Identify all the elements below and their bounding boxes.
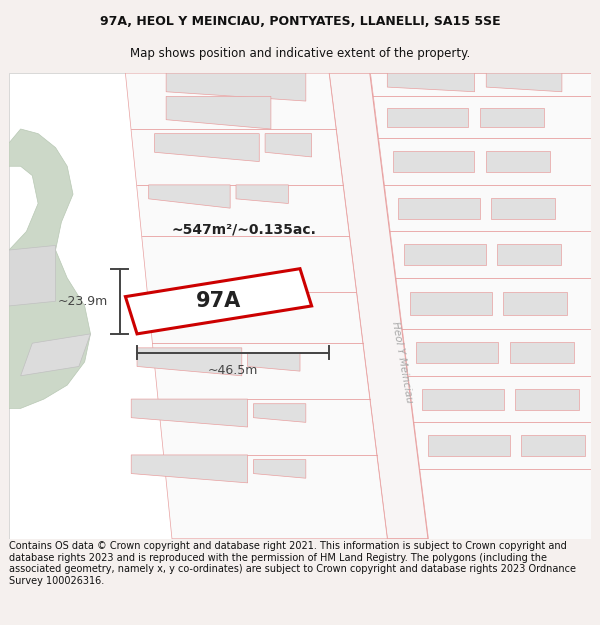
Text: Heol Y Meinciau: Heol Y Meinciau: [390, 320, 414, 403]
Polygon shape: [404, 244, 485, 265]
Polygon shape: [485, 151, 550, 172]
Polygon shape: [329, 73, 428, 539]
Polygon shape: [410, 292, 492, 315]
Polygon shape: [265, 134, 311, 157]
Text: 97A: 97A: [196, 291, 241, 311]
Polygon shape: [370, 73, 591, 539]
Polygon shape: [253, 459, 306, 478]
Polygon shape: [480, 108, 544, 127]
Polygon shape: [509, 342, 574, 363]
Polygon shape: [137, 348, 242, 376]
Text: ~23.9m: ~23.9m: [58, 295, 108, 308]
Polygon shape: [503, 292, 568, 315]
Polygon shape: [236, 185, 289, 204]
Polygon shape: [428, 435, 509, 456]
Polygon shape: [125, 73, 388, 539]
Text: 97A, HEOL Y MEINCIAU, PONTYATES, LLANELLI, SA15 5SE: 97A, HEOL Y MEINCIAU, PONTYATES, LLANELL…: [100, 15, 500, 28]
Polygon shape: [491, 198, 556, 219]
Polygon shape: [155, 134, 259, 162]
Text: ~46.5m: ~46.5m: [208, 364, 258, 377]
Polygon shape: [131, 399, 248, 427]
Polygon shape: [9, 246, 56, 306]
Text: Contains OS data © Crown copyright and database right 2021. This information is : Contains OS data © Crown copyright and d…: [9, 541, 576, 586]
Polygon shape: [422, 389, 504, 409]
Text: Map shows position and indicative extent of the property.: Map shows position and indicative extent…: [130, 48, 470, 61]
Polygon shape: [497, 244, 562, 265]
Polygon shape: [515, 389, 580, 409]
Polygon shape: [486, 73, 562, 92]
Polygon shape: [166, 96, 271, 129]
Polygon shape: [166, 73, 306, 101]
Polygon shape: [387, 108, 469, 127]
Polygon shape: [398, 198, 480, 219]
Polygon shape: [253, 404, 306, 422]
Polygon shape: [392, 151, 474, 172]
Polygon shape: [388, 73, 475, 92]
Polygon shape: [149, 185, 230, 208]
Polygon shape: [125, 269, 311, 334]
Polygon shape: [9, 129, 91, 408]
Polygon shape: [20, 334, 91, 376]
Polygon shape: [416, 342, 498, 363]
Polygon shape: [131, 455, 248, 483]
Polygon shape: [521, 435, 585, 456]
Text: ~547m²/~0.135ac.: ~547m²/~0.135ac.: [172, 222, 317, 236]
Polygon shape: [248, 352, 300, 371]
